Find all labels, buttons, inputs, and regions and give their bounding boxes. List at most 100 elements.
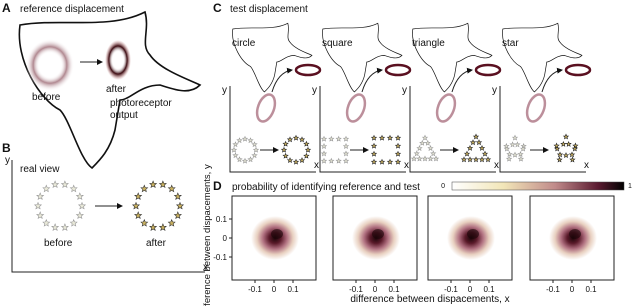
star-marker (568, 151, 576, 158)
star-marker (472, 156, 480, 163)
star-marker (320, 143, 328, 150)
star-marker (413, 150, 420, 157)
star-marker (328, 135, 335, 142)
y-tick-label: 0 (223, 234, 228, 243)
star-marker (69, 218, 78, 227)
after-blob (474, 63, 502, 77)
after-blob (564, 63, 592, 77)
star-marker (556, 151, 564, 158)
star-marker (394, 150, 402, 157)
star-marker (247, 137, 254, 144)
star-marker (51, 180, 60, 189)
star-marker (77, 201, 87, 210)
heatmap-panel: -0.1 0 0.1 0.1 0 -0.1 (213, 195, 317, 294)
test-panels: circle y x square y x triangle y x star y x (222, 22, 592, 173)
star-marker (230, 146, 238, 153)
axes (319, 86, 406, 173)
star-marker (370, 158, 378, 165)
heatmap-panel: -0.1 0 0.1 (529, 195, 615, 294)
star-marker (394, 134, 402, 141)
arrow (541, 67, 563, 93)
star-marker (394, 158, 402, 165)
star-marker (173, 211, 182, 220)
axes (409, 86, 496, 173)
star-marker (134, 211, 143, 220)
panel-letter: A (2, 1, 11, 15)
star-marker (286, 136, 294, 143)
star-marker (478, 156, 486, 163)
axis-label: y (222, 85, 227, 96)
star-marker (60, 223, 69, 231)
label: output (110, 110, 138, 121)
star-marker (241, 157, 249, 164)
star-marker (282, 140, 289, 147)
star-marker (335, 135, 342, 142)
star-marker (75, 211, 84, 220)
arrow (451, 67, 473, 93)
star-marker (280, 146, 288, 153)
star-marker (386, 158, 394, 165)
star-marker (236, 156, 243, 163)
star-marker (503, 142, 510, 149)
star-marker (167, 184, 176, 193)
axis-label: difference between dispacements, x (350, 294, 509, 305)
star-marker (292, 158, 300, 165)
star-marker (421, 134, 429, 141)
colorbar (451, 181, 625, 191)
after-blob (105, 40, 131, 80)
heatmap-panel: -0.1 0 0.1 (332, 195, 418, 294)
star-marker (236, 137, 243, 144)
before-blob (26, 39, 74, 91)
arrow (361, 67, 383, 93)
panel-title: reference displacement (20, 4, 124, 15)
star-marker (370, 142, 378, 149)
star-marker (247, 156, 254, 163)
star-marker (335, 157, 342, 164)
label: before (32, 92, 61, 103)
star-marker (232, 152, 239, 159)
label: before (44, 238, 73, 249)
axes (11, 160, 205, 273)
star-marker (466, 144, 474, 151)
star-marker (416, 155, 423, 162)
star-marker (232, 141, 239, 148)
star-marker (42, 184, 51, 193)
label: after (146, 238, 167, 249)
star-marker (303, 140, 310, 147)
star-marker (298, 136, 306, 143)
test-panel: triangle y x (402, 22, 502, 173)
shape-label: square (322, 38, 353, 49)
star-marker (36, 192, 45, 200)
star-marker (140, 218, 149, 227)
axis-label: x (404, 160, 409, 171)
x-tick-label: 0 (468, 285, 473, 294)
star-marker (478, 144, 486, 151)
star-marker (60, 180, 69, 189)
axis-label: x (203, 262, 208, 273)
star-marker (370, 134, 378, 141)
before-blob (255, 93, 277, 123)
star-marker (556, 156, 563, 163)
star-marker (33, 201, 43, 210)
star-marker (463, 150, 471, 157)
star-marker (158, 180, 167, 189)
heatmap (467, 229, 479, 239)
test-panel: star y x (492, 22, 592, 173)
star-marker (378, 158, 386, 165)
x-tick-label: 0.1 (585, 285, 597, 294)
x-tick-label: -0.1 (444, 285, 458, 294)
x-tick-label: 0 (373, 285, 378, 294)
star-marker (286, 157, 294, 164)
star-marker (466, 156, 474, 163)
star-marker (427, 155, 434, 162)
star-marker (517, 155, 525, 162)
star-marker (134, 192, 143, 200)
x-tick-label: -0.1 (349, 285, 363, 294)
star-marker (158, 223, 167, 231)
star-marker (342, 150, 350, 157)
star-marker (572, 142, 579, 149)
axis-label: x (584, 160, 589, 171)
star-marker (569, 156, 576, 163)
before-blob (435, 93, 457, 123)
